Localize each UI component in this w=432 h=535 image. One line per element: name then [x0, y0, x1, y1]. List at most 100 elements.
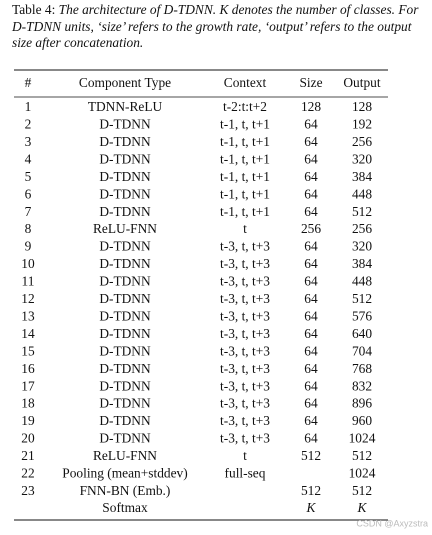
context: t-3, t, t+3 — [220, 308, 270, 323]
output: 1024 — [349, 431, 376, 446]
output: 1024 — [349, 466, 376, 481]
output: 768 — [352, 361, 372, 376]
component-type: ReLU-FNN — [93, 448, 157, 463]
size: 64 — [304, 169, 318, 184]
row-number: 13 — [21, 308, 35, 323]
output: 128 — [352, 99, 372, 114]
output: K — [357, 500, 368, 515]
size: 64 — [304, 326, 318, 341]
component-type: TDNN-ReLU — [88, 99, 163, 114]
context: t-1, t, t+1 — [220, 169, 270, 184]
component-type: D-TDNN — [99, 361, 151, 376]
header-cell: Output — [343, 75, 380, 90]
row-number: 19 — [21, 413, 35, 428]
component-type: D-TDNN — [99, 239, 151, 254]
component-type: FNN-BN (Emb.) — [80, 483, 171, 498]
component-type: Pooling (mean+stddev) — [62, 466, 187, 481]
component-type: D-TDNN — [99, 274, 151, 289]
row-number: 22 — [21, 466, 34, 481]
size: 64 — [304, 151, 318, 166]
output: 576 — [352, 308, 372, 323]
component-type: D-TDNN — [99, 413, 151, 428]
size: 64 — [304, 134, 318, 149]
output: 960 — [352, 413, 372, 428]
row-number: 6 — [25, 186, 32, 201]
output: 320 — [352, 239, 372, 254]
context: t-2:t:t+2 — [223, 99, 267, 114]
context: t — [243, 221, 247, 236]
size: 64 — [304, 413, 318, 428]
caption: Table 4: The architecture of D-TDNN. K d… — [12, 2, 424, 52]
output: 512 — [352, 448, 372, 463]
header-cell: Component Type — [79, 75, 171, 90]
output: 832 — [352, 378, 372, 393]
row-number: 23 — [21, 483, 35, 498]
size: 64 — [304, 186, 318, 201]
context: t-3, t, t+3 — [220, 396, 270, 411]
component-type: D-TDNN — [99, 308, 151, 323]
size: 64 — [304, 291, 318, 306]
component-type: D-TDNN — [99, 151, 151, 166]
component-type: D-TDNN — [99, 396, 151, 411]
output: 320 — [352, 151, 372, 166]
context: t-3, t, t+3 — [220, 326, 270, 341]
row-number: 18 — [21, 396, 35, 411]
caption-label: Table 4: — [12, 2, 56, 17]
row-number: 2 — [25, 117, 32, 132]
context: t-3, t, t+3 — [220, 274, 270, 289]
size: 64 — [304, 378, 318, 393]
component-type: D-TDNN — [99, 169, 151, 184]
size: 64 — [304, 274, 318, 289]
size: 64 — [304, 204, 318, 219]
context: t-3, t, t+3 — [220, 343, 270, 358]
context: t — [243, 448, 247, 463]
size: 64 — [304, 431, 318, 446]
context: t-1, t, t+1 — [220, 134, 270, 149]
context: full-seq — [225, 466, 266, 481]
output: 512 — [352, 204, 372, 219]
row-number: 5 — [25, 169, 32, 184]
output: 512 — [352, 291, 372, 306]
output: 448 — [352, 186, 372, 201]
output: 256 — [352, 221, 372, 236]
context: t-3, t, t+3 — [220, 431, 270, 446]
component-type: D-TDNN — [99, 431, 151, 446]
component-type: D-TDNN — [99, 291, 151, 306]
row-number: 21 — [21, 448, 34, 463]
component-type: D-TDNN — [99, 186, 151, 201]
caption-text: The architecture of D-TDNN. K denotes th… — [12, 2, 419, 50]
row-number: 8 — [25, 221, 32, 236]
context: t-3, t, t+3 — [220, 361, 270, 376]
row-number: 17 — [21, 378, 35, 393]
row-number: 4 — [25, 151, 32, 166]
component-type: D-TDNN — [99, 204, 151, 219]
output: 384 — [352, 169, 372, 184]
context: t-1, t, t+1 — [220, 117, 270, 132]
size: 64 — [304, 117, 318, 132]
size: 512 — [301, 448, 321, 463]
context: t-3, t, t+3 — [220, 413, 270, 428]
size: 64 — [304, 256, 318, 271]
output: 448 — [352, 274, 372, 289]
component-type: D-TDNN — [99, 117, 151, 132]
context: t-1, t, t+1 — [220, 186, 270, 201]
row-number: 1 — [25, 99, 32, 114]
header-cell: Size — [299, 75, 322, 90]
size: 256 — [301, 221, 321, 236]
row-number: 10 — [21, 256, 35, 271]
component-type: D-TDNN — [99, 256, 151, 271]
row-number: 15 — [21, 343, 35, 358]
size: 64 — [304, 361, 318, 376]
row-number: 14 — [21, 326, 35, 341]
output: 192 — [352, 117, 372, 132]
component-type: Softmax — [102, 500, 148, 515]
component-type: D-TDNN — [99, 134, 151, 149]
output: 384 — [352, 256, 372, 271]
row-number: 11 — [22, 274, 35, 289]
context: t-1, t, t+1 — [220, 204, 270, 219]
output: 256 — [352, 134, 372, 149]
component-type: D-TDNN — [99, 343, 151, 358]
context: t-3, t, t+3 — [220, 256, 270, 271]
